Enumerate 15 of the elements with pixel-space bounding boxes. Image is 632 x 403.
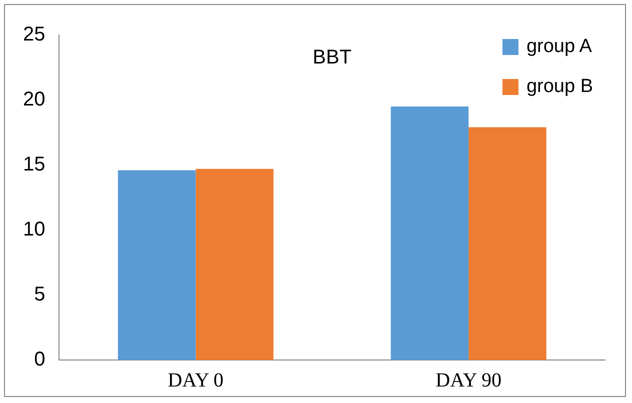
legend-label: group A	[526, 36, 592, 58]
y-tick-label: 15	[22, 154, 46, 176]
y-tick-label: 25	[22, 24, 46, 46]
legend-label: group B	[526, 76, 593, 98]
y-tick-label: 0	[34, 348, 46, 371]
y-tick-label: 20	[22, 88, 46, 111]
bar	[390, 106, 469, 360]
y-tick-label: 5	[34, 284, 46, 306]
x-tick-label: DAY 0	[168, 369, 224, 392]
x-tick-label: DAY 90	[436, 369, 502, 392]
y-tick-label: 10	[22, 218, 46, 241]
text: BBT	[312, 46, 352, 68]
bar	[196, 168, 274, 360]
bar	[468, 127, 546, 360]
bar	[118, 170, 196, 360]
